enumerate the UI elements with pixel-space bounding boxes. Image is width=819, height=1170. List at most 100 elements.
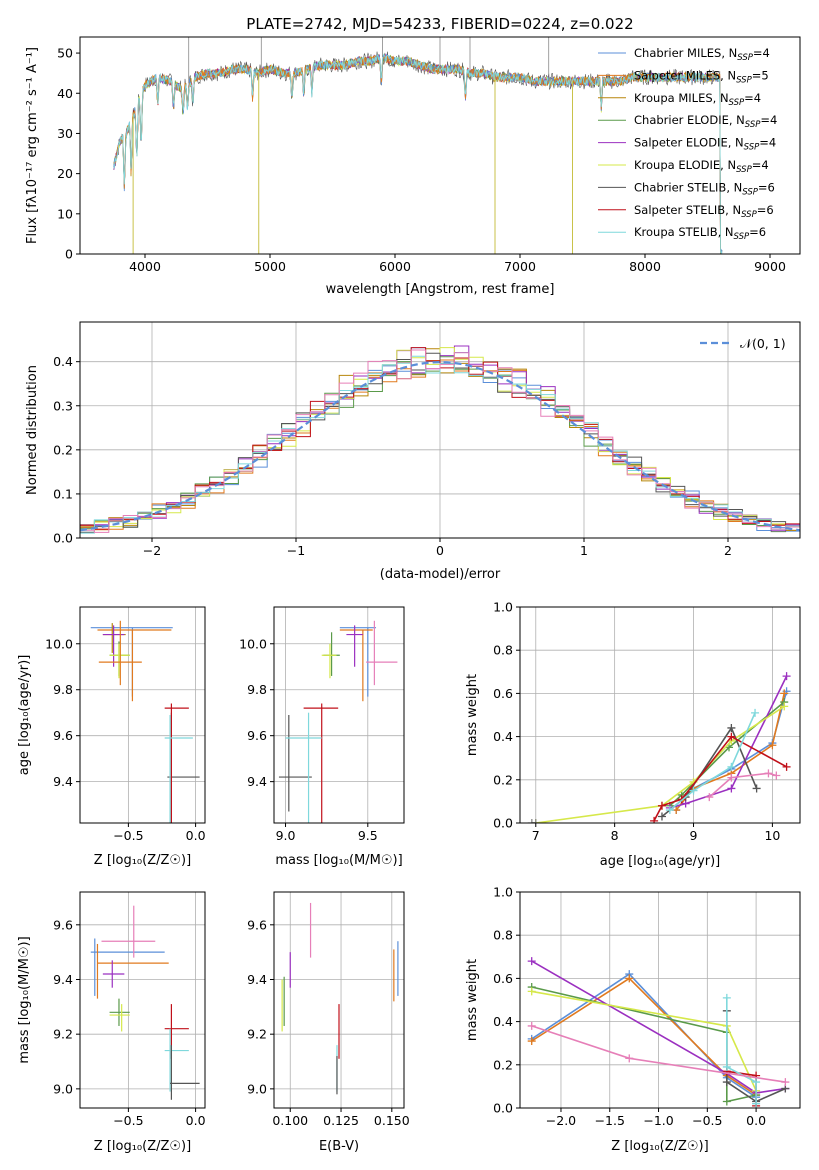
x-tick-label: 9000	[754, 259, 786, 274]
weight-marker	[625, 1054, 634, 1063]
x-tick-label: 10	[764, 828, 780, 843]
weight-marker	[657, 801, 666, 810]
x-tick-label: −1.5	[595, 1113, 625, 1128]
weight-marker	[727, 723, 736, 732]
x-tick-label: 0.0	[186, 1113, 206, 1128]
x-tick-label: −2.0	[546, 1113, 576, 1128]
axes-border	[79, 36, 801, 255]
y-tick-label: 9.6	[247, 917, 267, 932]
y-axis-label: mass [log₁₀(M/M☉)]	[17, 936, 32, 1063]
weight-marker	[727, 732, 736, 741]
legend-label: Salpeter ELODIE, NSSP=4	[634, 136, 776, 153]
x-tick-label: 4000	[129, 259, 161, 274]
y-tick-label: 9.4	[53, 774, 73, 789]
weight-marker	[722, 1078, 731, 1087]
errorbar-point	[321, 643, 337, 679]
gaussian-curve	[80, 360, 800, 532]
spectrum-series	[113, 53, 723, 254]
x-tick-label: 8000	[629, 259, 661, 274]
mass-vs-metallicity-panel: −0.5 0.0 9.0 9.2 9.4 9.6 Z [log₁₀(Z/Z☉)] mass […	[17, 891, 206, 1154]
y-tick-label: 9.4	[247, 972, 267, 987]
weight-marker	[752, 1099, 761, 1108]
x-tick-label: 0.0	[186, 828, 206, 843]
weight-marker	[722, 1097, 731, 1106]
x-tick-label: 8	[611, 828, 619, 843]
errorbar-point	[109, 998, 130, 1026]
x-tick-label: 0.100	[272, 1113, 308, 1128]
weight-marker	[677, 795, 686, 804]
histogram-series	[80, 349, 800, 533]
spectrum-series	[113, 54, 722, 254]
x-axis-label: E(B-V)	[319, 1139, 359, 1154]
legend-label: Kroupa STELIB, NSSP=6	[634, 225, 766, 242]
errorbar-point	[164, 703, 189, 823]
y-tick-label: 9.8	[53, 682, 73, 697]
x-tick-label: −1	[287, 543, 305, 558]
axes-frame: 4000 5000 6000 7000 8000 9000 0 10 20 30 40 50 wavel…	[25, 36, 801, 297]
weight-vs-age-panel: 7 8 9 10 0.0 0.2 0.4 0.6 0.8 1.0 age [log₁₀(age/yr…	[465, 600, 801, 869]
weight-series	[708, 772, 777, 798]
plot-area	[527, 957, 790, 1108]
weight-marker	[727, 773, 736, 782]
y-tick-label: 9.2	[247, 1027, 267, 1042]
x-tick-label: 9	[690, 828, 698, 843]
residuals-panel: 𝒩(0, 1) −2 −1 0 1 2 0.0 0.1 0.2 0.3 0.4 (data-model…	[25, 321, 801, 582]
y-tick-label: 0.0	[493, 816, 513, 831]
legend-label: Kroupa MILES, NSSP=4	[634, 91, 761, 108]
plot-area	[90, 905, 200, 1100]
errorbar-point	[346, 625, 363, 667]
y-axis-label: mass weight	[465, 959, 480, 1041]
x-tick-label: 9.5	[358, 828, 378, 843]
weight-marker	[625, 974, 634, 983]
spectrum-series	[113, 53, 722, 254]
errorbar-point	[97, 629, 172, 702]
errorbar-point	[98, 620, 142, 686]
mass-vs-ebv-panel: 0.100 0.125 0.150 9.0 9.2 9.4 9.6 E(B-V)	[247, 891, 410, 1154]
age-vs-mass-panel: 9.0 9.5 9.4 9.6 9.8 10.0 mass [log₁₀(M/M☉)]	[239, 606, 405, 868]
y-tick-label: 9.6	[53, 728, 73, 743]
y-tick-label: 1.0	[493, 600, 513, 615]
x-axis-label: (data-model)/error	[380, 567, 501, 582]
weight-marker	[527, 819, 536, 823]
y-tick-label: 9.0	[53, 1081, 73, 1096]
weight-marker	[527, 987, 536, 996]
x-tick-label: −0.5	[692, 1113, 722, 1128]
x-tick-label: 5000	[254, 259, 286, 274]
spectrum-series	[113, 53, 723, 254]
y-tick-label: 0.4	[493, 1014, 513, 1029]
spectrum-series	[113, 51, 723, 254]
plot-area	[90, 620, 200, 823]
axes-border	[519, 606, 801, 824]
age-vs-metallicity-panel: −0.5 0.0 9.4 9.6 9.8 10.0 Z [log₁₀(Z/Z☉)] age […	[17, 606, 206, 868]
legend-label: Chabrier STELIB, NSSP=6	[634, 180, 775, 197]
spectrum-series	[113, 53, 723, 254]
axes-border	[79, 891, 206, 1109]
weight-series	[531, 986, 757, 1103]
y-tick-label: 0.1	[53, 486, 73, 501]
y-tick-label: 0.0	[53, 531, 73, 546]
weight-marker	[780, 702, 789, 711]
weight-series	[531, 960, 786, 1094]
axes-frame: −2.0 −1.5 −1.0 −0.5 0.0 0.0 0.2 0.4 0.6 0.8 1.0 Z […	[465, 885, 801, 1154]
y-tick-label: 0.4	[53, 354, 73, 369]
plot-area	[80, 345, 800, 534]
weight-marker	[727, 762, 736, 771]
errorbar-point	[323, 632, 340, 676]
weight-marker	[781, 1078, 790, 1087]
x-axis-label: wavelength [Angstrom, rest frame]	[326, 282, 555, 297]
legend-label: Chabrier ELODIE, NSSP=4	[634, 113, 777, 130]
y-tick-label: 50	[57, 46, 73, 61]
weight-marker	[751, 708, 760, 717]
y-tick-label: 9.8	[247, 682, 267, 697]
x-tick-label: 7000	[504, 259, 536, 274]
weight-marker	[665, 806, 674, 815]
legend-label: Chabrier MILES, NSSP=4	[634, 46, 770, 63]
y-tick-label: 0.2	[53, 442, 73, 457]
weight-marker	[527, 957, 536, 966]
x-tick-label: 2	[724, 543, 732, 558]
axes-frame: −0.5 0.0 9.0 9.2 9.4 9.6 Z [log₁₀(Z/Z☉)] mass […	[17, 891, 206, 1154]
weight-marker	[531, 819, 540, 823]
axes-frame: −0.5 0.0 9.4 9.6 9.8 10.0 Z [log₁₀(Z/Z☉)] age […	[17, 606, 206, 868]
x-axis-label: Z [log₁₀(Z/Z☉)]	[611, 1139, 708, 1154]
